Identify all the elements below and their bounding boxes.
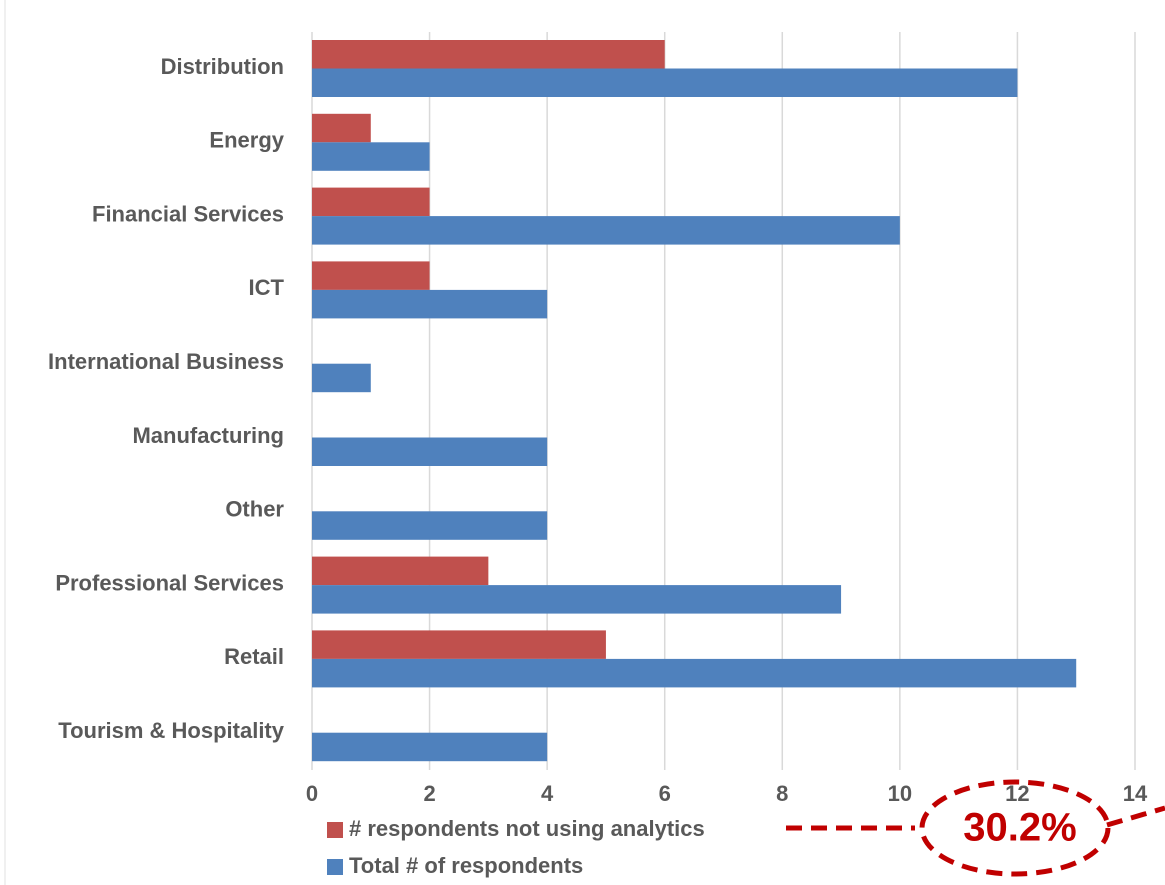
y-tick-label: Energy bbox=[209, 128, 284, 153]
y-tick-label: Other bbox=[225, 497, 284, 522]
bar bbox=[312, 585, 842, 614]
bar bbox=[312, 68, 1018, 97]
legend-swatch bbox=[327, 859, 343, 875]
legend-swatch bbox=[327, 822, 343, 838]
y-tick-label: Distribution bbox=[161, 54, 284, 79]
x-tick-label: 2 bbox=[423, 781, 435, 806]
y-tick-label: Professional Services bbox=[55, 570, 284, 595]
bar bbox=[312, 363, 371, 393]
bar bbox=[312, 261, 430, 290]
bar bbox=[312, 216, 900, 245]
x-tick-label: 12 bbox=[1005, 781, 1029, 806]
x-tick-label: 0 bbox=[306, 781, 318, 806]
y-tick-label: Manufacturing bbox=[132, 423, 284, 448]
annotation: 30.2% bbox=[963, 806, 1076, 850]
y-tick-label: Retail bbox=[224, 644, 284, 669]
bar bbox=[312, 289, 548, 319]
x-tick-label: 4 bbox=[541, 781, 554, 806]
bar bbox=[312, 142, 430, 171]
bar bbox=[312, 437, 548, 466]
x-tick-label: 6 bbox=[659, 781, 671, 806]
bar bbox=[312, 658, 1077, 688]
legend-label: # respondents not using analytics bbox=[349, 816, 705, 841]
bar bbox=[312, 40, 665, 69]
y-tick-label: Tourism & Hospitality bbox=[58, 718, 284, 743]
y-tick-label: International Business bbox=[48, 349, 284, 374]
bar bbox=[312, 732, 548, 762]
y-tick-label: Financial Services bbox=[92, 201, 284, 226]
y-tick-label: ICT bbox=[249, 275, 285, 300]
x-tick-label: 10 bbox=[888, 781, 912, 806]
annotation-line bbox=[786, 805, 1165, 831]
bar bbox=[312, 187, 430, 217]
x-tick-label: 8 bbox=[776, 781, 788, 806]
annotation-ellipse bbox=[919, 779, 1111, 877]
legend-label: Total # of respondents bbox=[349, 853, 583, 878]
bar bbox=[312, 630, 606, 659]
bar bbox=[312, 113, 371, 143]
bar bbox=[312, 511, 548, 540]
bar bbox=[312, 556, 489, 586]
x-tick-label: 14 bbox=[1123, 781, 1148, 806]
